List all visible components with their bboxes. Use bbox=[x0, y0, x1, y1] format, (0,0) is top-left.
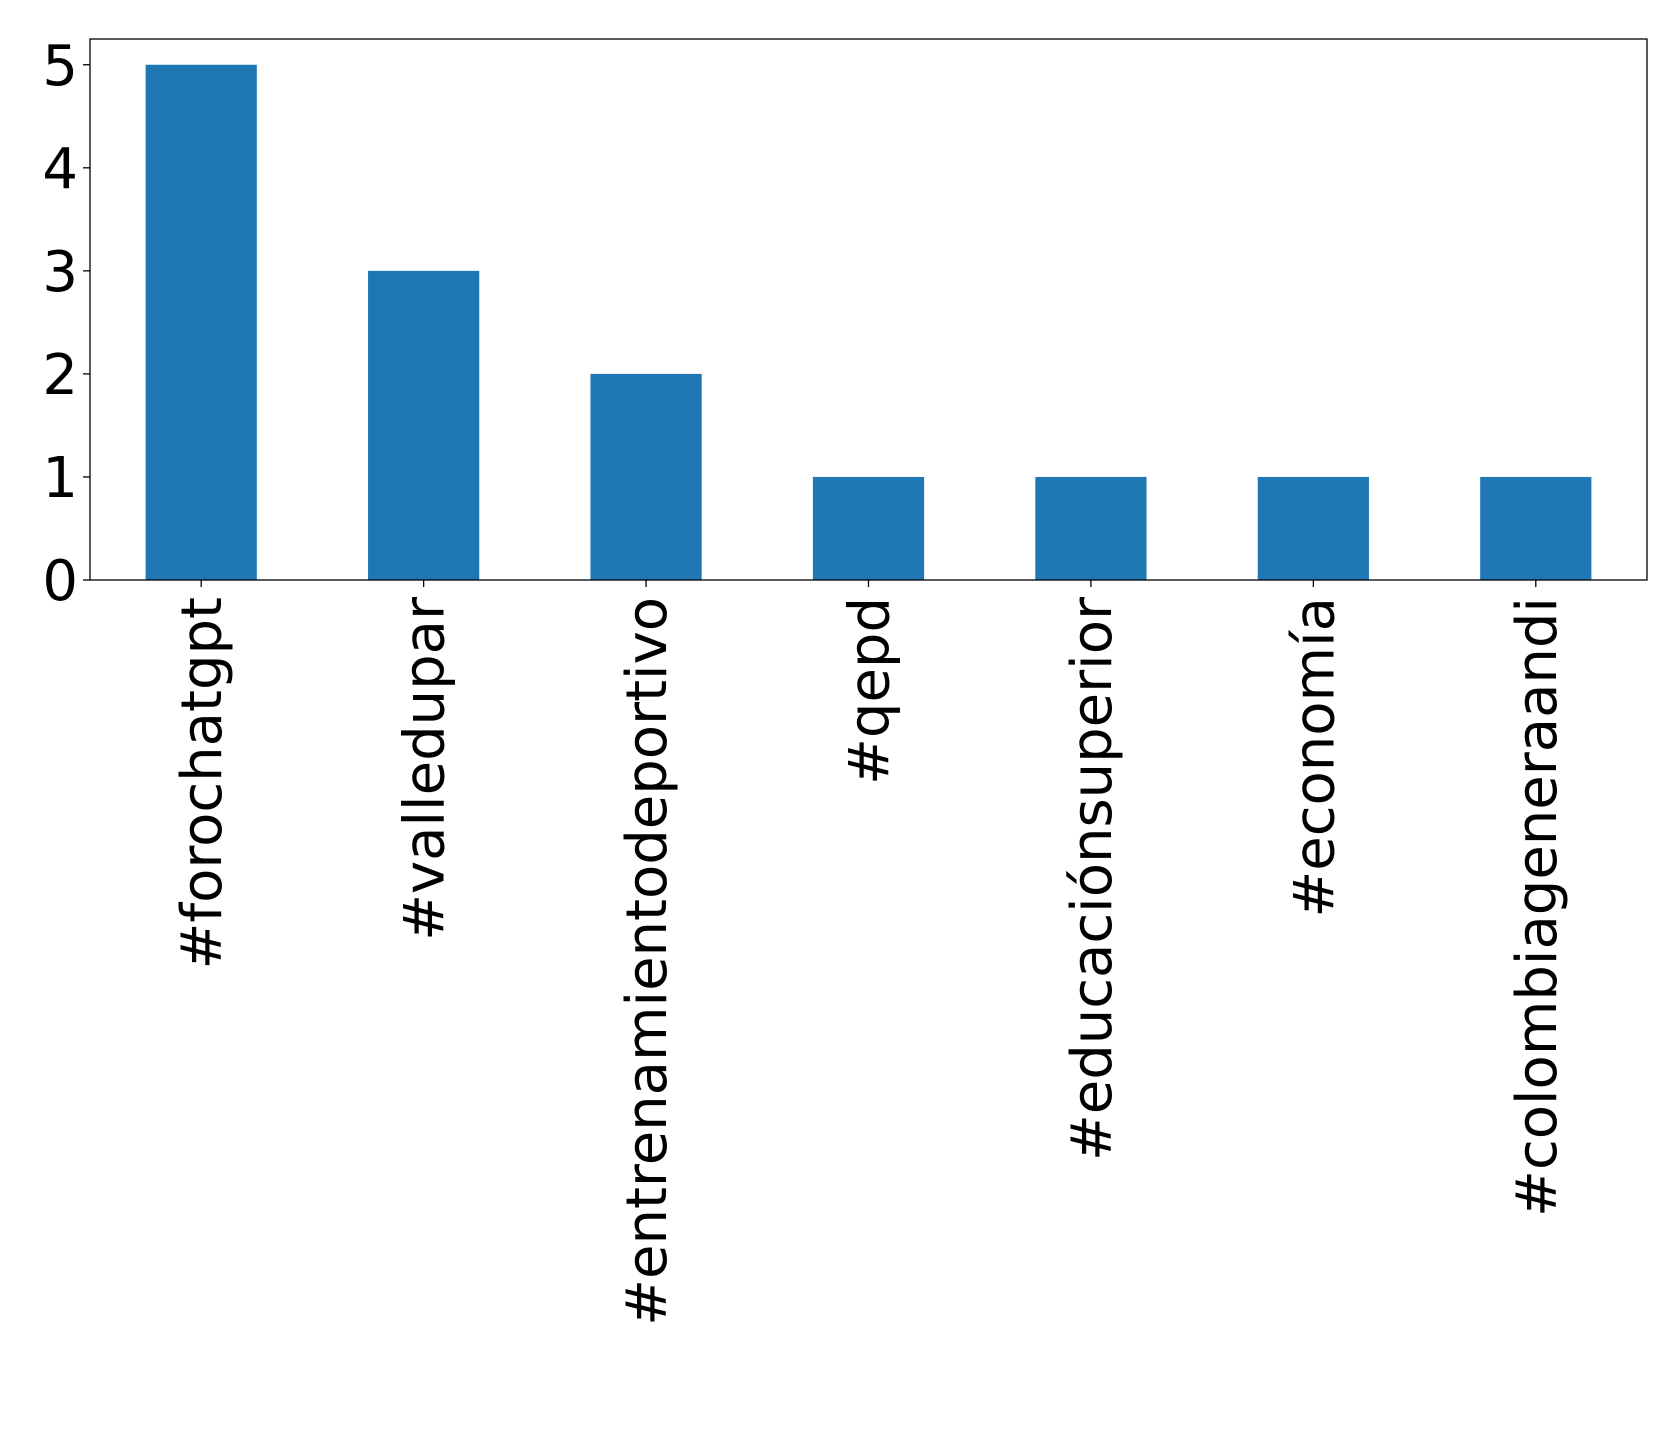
x-axis: #forochatgpt #valledupar #entrenamientodep… bbox=[170, 580, 1570, 1326]
y-tick-label: 5 bbox=[42, 34, 78, 99]
x-tick-label: #colombiageneraandi bbox=[1505, 597, 1570, 1217]
bar-0 bbox=[145, 64, 257, 580]
y-tick-label: 0 bbox=[42, 549, 78, 614]
bars-group bbox=[145, 64, 1592, 580]
bar-3 bbox=[812, 476, 925, 580]
x-tick-label: #valledupar bbox=[393, 596, 458, 941]
bar-2 bbox=[590, 373, 702, 580]
x-tick-label: #educaciónsuperior bbox=[1060, 596, 1125, 1161]
y-tick-label: 1 bbox=[42, 446, 78, 511]
bar-6 bbox=[1480, 476, 1592, 580]
y-axis: 0 1 2 3 4 5 bbox=[42, 34, 90, 614]
y-tick-label: 2 bbox=[42, 343, 78, 408]
plot-area-frame bbox=[89, 38, 1648, 581]
x-tick-label: #entrenamientodeportivo bbox=[615, 597, 680, 1326]
x-tick-label: #forochatgpt bbox=[170, 597, 235, 970]
x-tick-label: #economía bbox=[1282, 597, 1347, 918]
y-tick-label: 4 bbox=[42, 137, 78, 202]
bar-1 bbox=[368, 270, 480, 580]
bar-5 bbox=[1257, 476, 1369, 580]
x-tick-label: #qepd bbox=[838, 597, 903, 785]
y-tick-label: 3 bbox=[42, 240, 78, 305]
bar-4 bbox=[1035, 476, 1147, 580]
